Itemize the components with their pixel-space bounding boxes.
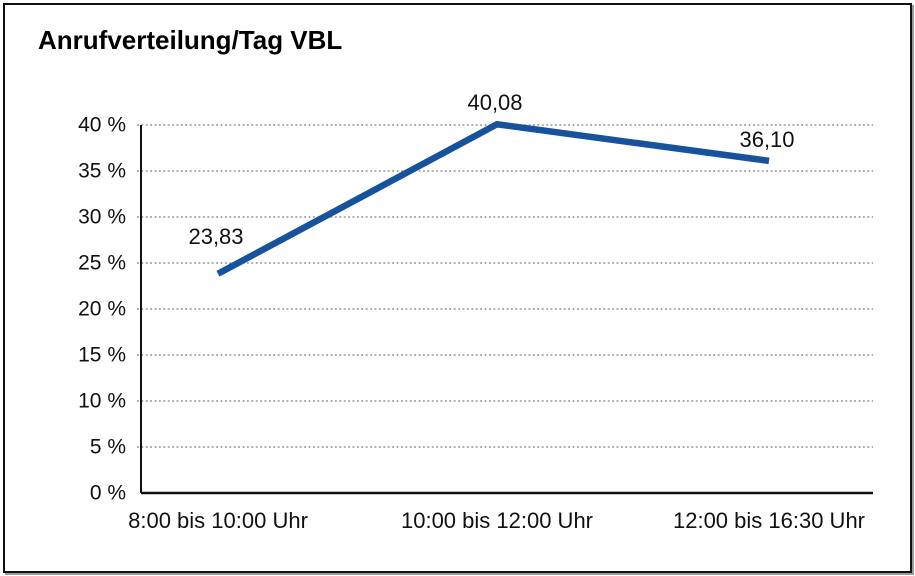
y-tick-label: 25 % <box>78 251 126 275</box>
y-tick-label: 30 % <box>78 205 126 229</box>
x-tick-label: 12:00 bis 16:30 Uhr <box>672 508 866 533</box>
x-tick-label: 8:00 bis 10:00 Uhr <box>128 508 308 533</box>
plot-area: 0 % 5 % 10 % 15 % 20 % 25 % 30 % 35 % 40 % 8:00 … <box>78 90 873 533</box>
y-tick-label: 35 % <box>78 159 126 183</box>
y-tick-label: 5 % <box>89 435 126 459</box>
data-line <box>216 121 770 277</box>
x-tick-label: 10:00 bis 12:00 Uhr <box>400 508 594 533</box>
y-tick-label: 10 % <box>78 389 126 413</box>
y-tick-label: 15 % <box>78 343 126 367</box>
data-point-label: 36,10 <box>739 126 795 152</box>
y-tick-label: 20 % <box>78 297 126 321</box>
data-point-label: 40,08 <box>467 90 523 116</box>
chart-title: Anrufverteilung/Tag VBL <box>38 25 343 55</box>
line-chart-svg <box>137 121 873 495</box>
data-point-label: 23,83 <box>188 223 244 249</box>
y-tick-label: 0 % <box>89 481 126 505</box>
y-tick-label: 40 % <box>78 113 126 137</box>
chart-border: Anrufverteilung/Tag VBL 0 % 5 % 10 % 15 % 20… <box>3 3 912 573</box>
